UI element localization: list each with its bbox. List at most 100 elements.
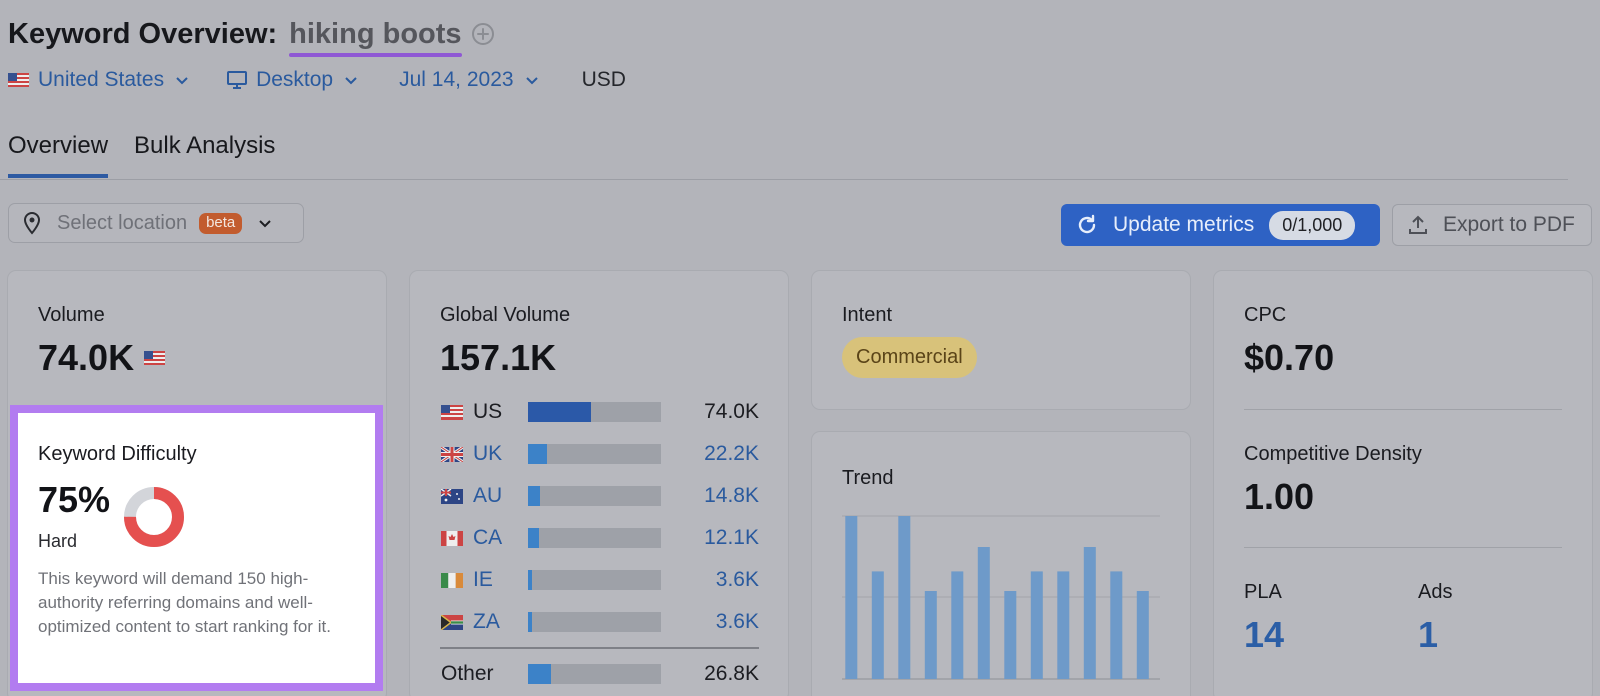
- filters-bar: United States Desktop Jul 14, 2023 USD: [8, 66, 626, 94]
- us-flag-icon: [8, 73, 29, 87]
- location-placeholder: Select location: [57, 211, 188, 234]
- refresh-icon: [1078, 214, 1096, 234]
- country-row-uk[interactable]: UK 22.2K: [441, 442, 759, 466]
- country-share-fill: [528, 612, 532, 632]
- update-metrics-label: Update metrics: [1113, 213, 1255, 236]
- country-share-bar: [528, 664, 661, 684]
- global-volume-value: 157.1K: [440, 337, 557, 378]
- cpc-label: CPC: [1244, 304, 1287, 326]
- country-row-au[interactable]: AU 14.8K: [441, 484, 759, 508]
- country-code: IE: [473, 568, 493, 591]
- kd-description: This keyword will demand 150 high-author…: [38, 569, 331, 636]
- update-metrics-button[interactable]: Update metrics 0/1,000: [1061, 204, 1380, 246]
- country-volume: 14.8K: [704, 484, 759, 507]
- za-flag-icon: [441, 614, 463, 630]
- country-share-bar: [528, 486, 661, 506]
- country-share-fill: [528, 402, 591, 422]
- volume-value-row: 74.0K: [38, 337, 166, 379]
- country-code: UK: [473, 442, 503, 465]
- country-label: United States: [38, 68, 165, 91]
- us-flag-icon: [144, 351, 166, 365]
- trend-bar[interactable]: [924, 591, 937, 679]
- desktop-icon: [227, 71, 248, 89]
- trend-chart: [842, 515, 1160, 680]
- device-dropdown[interactable]: Desktop: [226, 68, 359, 92]
- location-select[interactable]: Select location beta: [8, 203, 304, 243]
- ads-value[interactable]: 1: [1418, 614, 1439, 655]
- ie-flag-icon: [441, 572, 463, 588]
- volume-label: Volume: [38, 304, 105, 326]
- country-dropdown[interactable]: United States: [8, 68, 190, 92]
- country-row-ca[interactable]: CA 12.1K: [441, 526, 759, 550]
- plus-circle-icon[interactable]: [471, 22, 495, 46]
- device-label: Desktop: [256, 68, 334, 91]
- country-share-fill: [528, 444, 547, 464]
- trend-label: Trend: [842, 467, 894, 489]
- beta-badge: beta: [199, 212, 243, 234]
- country-row-other: Other 26.8K: [441, 662, 759, 686]
- chevron-down-icon: [259, 220, 271, 228]
- trend-bar[interactable]: [977, 547, 990, 679]
- country-volume: 3.6K: [715, 568, 759, 591]
- trend-bar[interactable]: [1083, 547, 1096, 679]
- country-share-bar: [528, 528, 661, 548]
- country-code: US: [473, 400, 503, 423]
- intent-label: Intent: [842, 304, 893, 326]
- chevron-down-icon: [525, 77, 538, 85]
- country-share-bar: [528, 612, 661, 632]
- export-pdf-button[interactable]: Export to PDF: [1392, 204, 1592, 246]
- trend-bar[interactable]: [845, 516, 858, 679]
- trend-bar[interactable]: [871, 571, 884, 679]
- other-volume: 26.8K: [704, 662, 759, 685]
- trend-bar[interactable]: [951, 571, 964, 679]
- global-volume-label: Global Volume: [440, 304, 571, 326]
- country-row-za[interactable]: ZA 3.6K: [441, 610, 759, 634]
- trend-bar[interactable]: [898, 516, 911, 679]
- date-label: Jul 14, 2023: [399, 68, 514, 91]
- intent-badge: Commercial: [842, 337, 977, 378]
- location-pin-icon: [23, 211, 41, 235]
- country-code: AU: [473, 484, 503, 507]
- volume-value: 74.0K: [38, 337, 135, 378]
- competitive-density-value: 1.00: [1244, 476, 1315, 517]
- ca-flag-icon: [441, 530, 463, 546]
- trend-bar[interactable]: [1004, 591, 1017, 679]
- page-title: Keyword Overview: hiking boots: [8, 14, 495, 57]
- cpc-card: [1214, 271, 1592, 696]
- date-dropdown[interactable]: Jul 14, 2023: [399, 68, 539, 92]
- country-share-bar: [528, 570, 661, 590]
- trend-bar[interactable]: [1110, 571, 1123, 679]
- other-label: Other: [441, 662, 494, 685]
- us-flag-icon: [441, 404, 463, 420]
- country-code: CA: [473, 526, 503, 549]
- trend-bar[interactable]: [1057, 571, 1070, 679]
- chevron-down-icon: [176, 77, 188, 85]
- pla-value[interactable]: 14: [1244, 614, 1285, 655]
- density-divider: [1244, 547, 1562, 548]
- export-label: Export to PDF: [1443, 213, 1575, 236]
- currency-label: USD: [581, 68, 626, 91]
- country-share-bar: [528, 402, 661, 422]
- cpc-value: $0.70: [1244, 337, 1335, 378]
- country-share-fill: [528, 570, 532, 590]
- uk-flag-icon: [441, 446, 463, 462]
- trend-bar[interactable]: [1030, 571, 1043, 679]
- keyword-difficulty-panel: Keyword Difficulty 75% Hard This keyword…: [10, 405, 383, 691]
- tabs-divider: [0, 179, 1568, 180]
- title-prefix: Keyword Overview:: [8, 17, 278, 50]
- country-row-ie[interactable]: IE 3.6K: [441, 568, 759, 592]
- country-volume: 3.6K: [715, 610, 759, 633]
- kd-donut-arc: [124, 487, 184, 547]
- tab-bulk-analysis[interactable]: Bulk Analysis: [134, 132, 276, 159]
- competitive-density-label: Competitive Density: [1244, 443, 1422, 465]
- cpc-divider: [1244, 409, 1562, 410]
- country-row-us[interactable]: US 74.0K: [441, 400, 759, 424]
- country-volume: 12.1K: [704, 526, 759, 549]
- au-flag-icon: [441, 488, 463, 504]
- pla-label: PLA: [1244, 581, 1282, 603]
- tab-overview[interactable]: Overview: [8, 132, 109, 178]
- trend-bar[interactable]: [1136, 591, 1149, 679]
- country-share-fill: [528, 664, 551, 684]
- chevron-down-icon: [345, 77, 357, 85]
- kd-level: Hard: [38, 531, 78, 551]
